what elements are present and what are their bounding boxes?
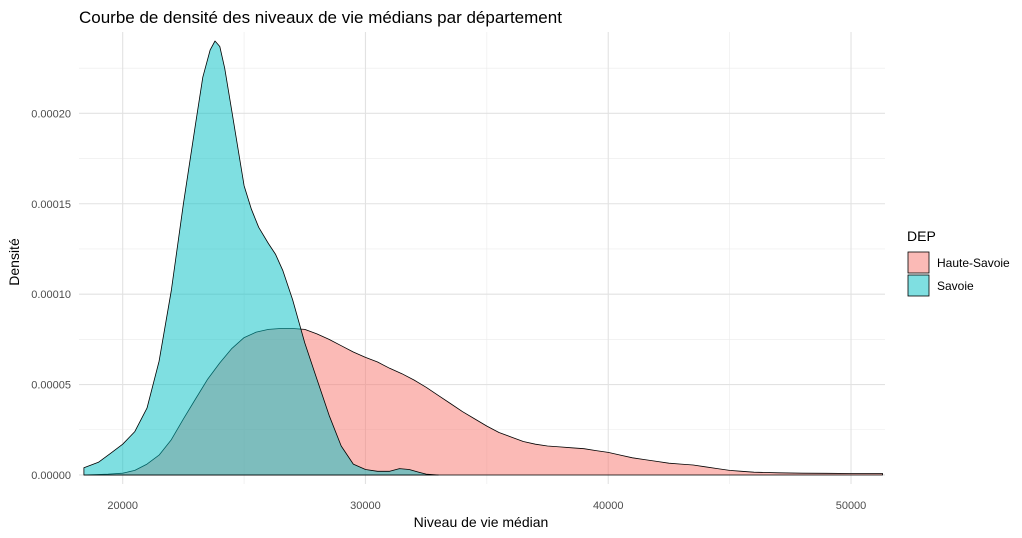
legend-label-haute-savoie: Haute-Savoie	[937, 256, 1010, 270]
x-tick-label: 30000	[350, 500, 381, 512]
x-tick-label: 50000	[836, 500, 867, 512]
density-areas	[83, 40, 883, 476]
legend-label-savoie: Savoie	[937, 279, 974, 293]
x-tick-label: 20000	[107, 500, 138, 512]
y-tick-label: 0.00010	[31, 289, 71, 301]
y-axis-title: Densité	[6, 238, 22, 286]
legend: DEP Haute-Savoie Savoie	[907, 228, 1010, 297]
legend-title: DEP	[907, 228, 936, 244]
chart-title: Courbe de densité des niveaux de vie méd…	[79, 8, 562, 27]
y-tick-label: 0.00015	[31, 199, 71, 211]
density-area-savoie	[83, 40, 439, 476]
axis-ticks: 20000 30000 40000 50000 0.00000 0.00005 0.0001…	[31, 108, 866, 512]
y-tick-label: 0.00000	[31, 470, 71, 482]
y-tick-label: 0.00020	[31, 108, 71, 120]
x-tick-label: 40000	[593, 500, 624, 512]
legend-swatch-haute-savoie	[907, 251, 930, 274]
x-axis-title: Niveau de vie médian	[414, 514, 549, 530]
legend-swatch-savoie	[907, 274, 930, 297]
y-tick-label: 0.00005	[31, 380, 71, 392]
